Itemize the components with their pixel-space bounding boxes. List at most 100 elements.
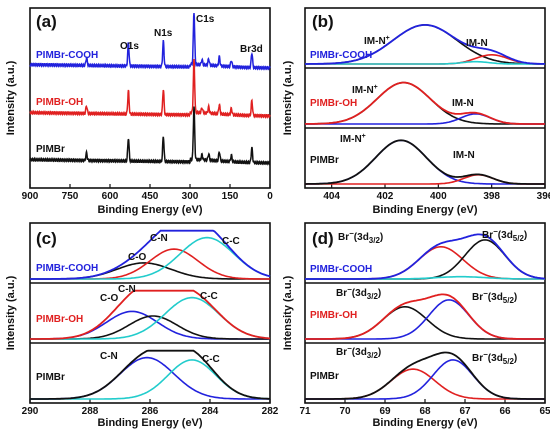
br-peak-label-1: Br−(3d5/2) bbox=[482, 227, 527, 243]
panel-b-peak-imn-plus-1: IM-N+ bbox=[364, 35, 390, 47]
x-tick-label: 0 bbox=[267, 191, 273, 202]
panel-c-y-axis-label: Intensity (a.u.) bbox=[5, 275, 17, 350]
panel-d-peak-labels: Br−(3d3/2) Br−(3d5/2) Br−(3d3/2) Br−(3d5/2)… bbox=[336, 227, 527, 366]
panel-c-label: (c) bbox=[36, 229, 57, 248]
br-peak-label-5: Br−(3d5/2) bbox=[472, 350, 517, 366]
panel-d-curves bbox=[305, 233, 546, 400]
component-curve-0-2 bbox=[305, 60, 545, 65]
panel-c-peak-cn-2: C-N bbox=[118, 284, 136, 295]
x-tick-label: 600 bbox=[102, 191, 119, 202]
envelope-curve-1 bbox=[30, 289, 271, 340]
envelope-curve-2 bbox=[305, 139, 545, 185]
panel-c-peak-cc-3: C-C bbox=[202, 354, 220, 365]
panel-b-n1s: 404402400398396 (b) PIMBr-COOH PIMBr-OH … bbox=[282, 7, 550, 216]
panel-a-survey: 900 750 600 450 300 150 0 (a) PIMBr-COOH PIMBr… bbox=[5, 7, 273, 216]
x-tick-label: 750 bbox=[62, 191, 79, 202]
panel-b-peak-imn-3: IM-N bbox=[453, 150, 475, 161]
panel-b-peak-imn-plus-2: IM-N+ bbox=[352, 84, 378, 96]
panel-b-series-label-cooh: PIMBr-COOH bbox=[310, 50, 372, 61]
x-tick-label: 67 bbox=[459, 406, 471, 417]
panel-b-label: (b) bbox=[312, 12, 334, 31]
panel-b-y-axis-label: Intensity (a.u.) bbox=[282, 60, 294, 135]
panel-a-series-label-pimbr: PIMBr bbox=[36, 144, 65, 155]
x-tick-label: 150 bbox=[222, 191, 239, 202]
panel-c-frame bbox=[29, 222, 271, 404]
panel-b-x-ticks: 404 402 400 398 396 bbox=[323, 184, 550, 202]
x-tick-label: 282 bbox=[262, 406, 279, 417]
panel-d-series-label-pimbr: PIMBr bbox=[310, 371, 339, 382]
x-tick-label: 70 bbox=[339, 406, 351, 417]
x-tick-label: 71 bbox=[299, 406, 311, 417]
panel-d-series-label-oh: PIMBr-OH bbox=[310, 310, 357, 321]
panel-a-x-ticks: 900 750 600 450 300 150 0 bbox=[22, 184, 273, 202]
panel-c-x-axis-label: Binding Energy (eV) bbox=[97, 417, 202, 429]
envelope-curve-2 bbox=[30, 349, 270, 400]
panel-c-x-ticks: 290 288 286 284 282 bbox=[22, 399, 279, 417]
panel-c-peak-co-1: C-O bbox=[128, 252, 147, 263]
panel-c-series-label-pimbr: PIMBr bbox=[36, 372, 65, 383]
panel-a-series-label-cooh: PIMBr-COOH bbox=[36, 50, 98, 61]
x-tick-label: 290 bbox=[22, 406, 39, 417]
envelope-curve-1 bbox=[305, 293, 545, 340]
br-peak-label-2: Br−(3d3/2) bbox=[336, 285, 381, 301]
x-tick-label: 65 bbox=[539, 406, 550, 417]
x-tick-label: 288 bbox=[82, 406, 99, 417]
panel-c-curves bbox=[30, 229, 271, 400]
panel-a-x-axis-label: Binding Energy (eV) bbox=[97, 204, 202, 216]
survey-curve-1 bbox=[29, 58, 271, 120]
panel-d-y-axis-label: Intensity (a.u.) bbox=[282, 275, 294, 350]
x-tick-label: 286 bbox=[142, 406, 159, 417]
x-tick-label: 68 bbox=[419, 406, 431, 417]
x-tick-label: 66 bbox=[499, 406, 511, 417]
panel-d-x-axis-label: Binding Energy (eV) bbox=[372, 417, 477, 429]
x-tick-label: 400 bbox=[430, 191, 447, 202]
panel-a-series-label-oh: PIMBr-OH bbox=[36, 97, 83, 108]
br-peak-label-4: Br−(3d3/2) bbox=[336, 344, 381, 360]
envelope-curve-0 bbox=[30, 229, 271, 280]
panel-b-x-axis-label: Binding Energy (eV) bbox=[372, 204, 477, 216]
panel-c-series-label-oh: PIMBr-OH bbox=[36, 314, 83, 325]
panel-a-curves bbox=[29, 13, 271, 166]
envelope-curve-0 bbox=[305, 233, 546, 280]
x-tick-label: 450 bbox=[142, 191, 159, 202]
x-tick-label: 404 bbox=[323, 191, 340, 202]
panel-c-peak-co-2: C-O bbox=[100, 293, 119, 304]
envelope-curve-1 bbox=[304, 81, 545, 125]
envelope-curve-0 bbox=[305, 24, 545, 65]
br-peak-label-0: Br−(3d3/2) bbox=[338, 229, 383, 245]
x-tick-label: 396 bbox=[537, 191, 550, 202]
x-tick-label: 398 bbox=[483, 191, 500, 202]
panel-b-frame bbox=[304, 7, 546, 189]
panel-c-peak-cn-3: C-N bbox=[100, 351, 118, 362]
x-tick-label: 900 bbox=[22, 191, 39, 202]
panel-c-c1s: 290 288 286 284 282 (c) PIMBr-COOH PIMBr-OH … bbox=[5, 222, 279, 429]
x-tick-label: 69 bbox=[379, 406, 391, 417]
survey-curve-0 bbox=[29, 13, 271, 71]
panel-c-peak-cc-1: C-C bbox=[222, 236, 240, 247]
br-peak-label-3: Br−(3d5/2) bbox=[472, 289, 517, 305]
panel-a-label: (a) bbox=[36, 12, 57, 31]
panel-b-series-label-oh: PIMBr-OH bbox=[310, 98, 357, 109]
x-tick-label: 300 bbox=[182, 191, 199, 202]
envelope-curve-2 bbox=[305, 351, 545, 400]
x-tick-label: 284 bbox=[202, 406, 219, 417]
x-tick-label: 402 bbox=[377, 191, 394, 202]
panel-a-y-axis-label: Intensity (a.u.) bbox=[5, 60, 17, 135]
panel-b-peak-imn-1: IM-N bbox=[466, 38, 488, 49]
panel-c-peak-cn-1: C-N bbox=[150, 233, 168, 244]
survey-curve-2 bbox=[29, 106, 271, 166]
panel-a-peak-n1s: N1s bbox=[154, 28, 173, 39]
panel-b-series-label-pimbr: PIMBr bbox=[310, 155, 339, 166]
panel-b-peak-imn-2: IM-N bbox=[452, 98, 474, 109]
panel-b-curves bbox=[304, 24, 545, 185]
panel-a-peak-o1s: O1s bbox=[120, 41, 139, 52]
panel-d-label: (d) bbox=[312, 229, 334, 248]
panel-c-series-label-cooh: PIMBr-COOH bbox=[36, 263, 98, 274]
panel-c-peak-cc-2: C-C bbox=[200, 291, 218, 302]
panel-b-peak-imn-plus-3: IM-N+ bbox=[340, 133, 366, 145]
panel-d-br3d: 71 70 69 68 67 66 65 (d) PIMBr-COOH PIMBr-OH P… bbox=[282, 222, 550, 429]
panel-a-peak-br3d: Br3d bbox=[240, 44, 263, 55]
panel-d-series-label-cooh: PIMBr-COOH bbox=[310, 264, 372, 275]
panel-a-peak-c1s: C1s bbox=[196, 14, 215, 25]
